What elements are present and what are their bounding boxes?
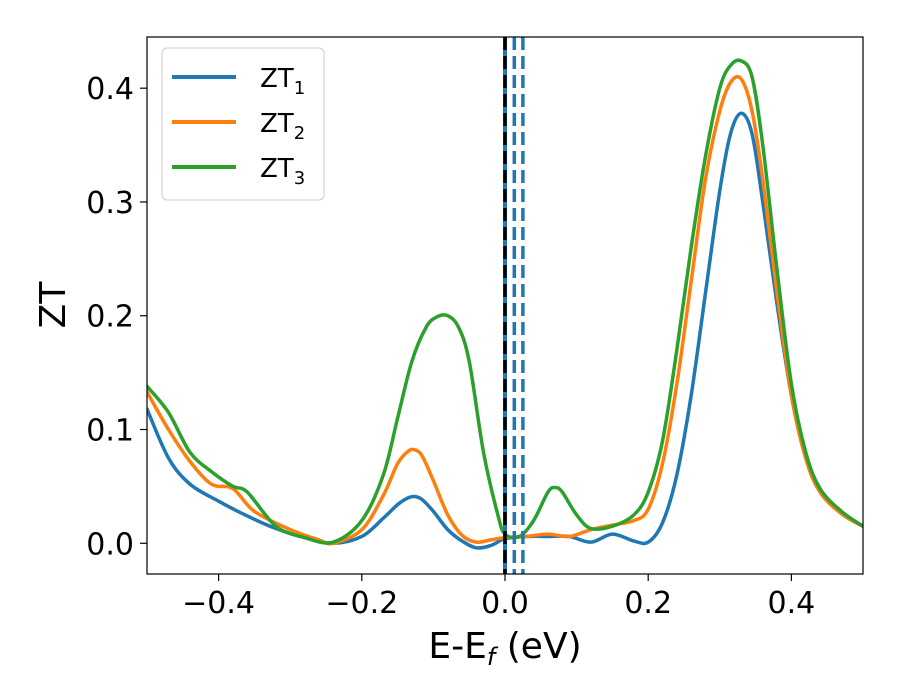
x-axis-title-unit: (eV)	[495, 626, 581, 667]
legend-label-zt3: ZT3	[260, 154, 305, 189]
y-tick-label: 0.0	[86, 527, 134, 562]
legend: ZT1 ZT2 ZT3	[161, 47, 325, 201]
y-axis-title: ZT	[33, 281, 74, 329]
y-tick-label: 0.1	[86, 414, 134, 449]
x-axis-ticks: −0.4 −0.2 0.0 0.2 0.4	[182, 574, 815, 621]
legend-label-zt1: ZT1	[260, 64, 305, 99]
x-tick-label: −0.2	[325, 586, 398, 621]
series-line-zt3	[147, 58, 863, 545]
legend-box	[161, 47, 325, 201]
y-axis-ticks: 0.0 0.1 0.2 0.3 0.4	[86, 72, 147, 562]
x-tick-label: 0.4	[768, 586, 816, 621]
series-layer	[147, 58, 863, 550]
y-tick-label: 0.3	[86, 186, 134, 221]
x-axis-title: E-Ef (eV)	[428, 626, 581, 671]
vertical-lines	[503, 37, 525, 574]
y-tick-label: 0.4	[86, 72, 134, 107]
x-tick-label: 0.0	[481, 586, 529, 621]
x-axis-title-main: E-E	[428, 626, 486, 667]
x-tick-label: −0.4	[182, 586, 255, 621]
legend-label-zt2: ZT2	[260, 109, 305, 144]
y-tick-label: 0.2	[86, 300, 134, 335]
x-tick-label: 0.2	[624, 586, 672, 621]
